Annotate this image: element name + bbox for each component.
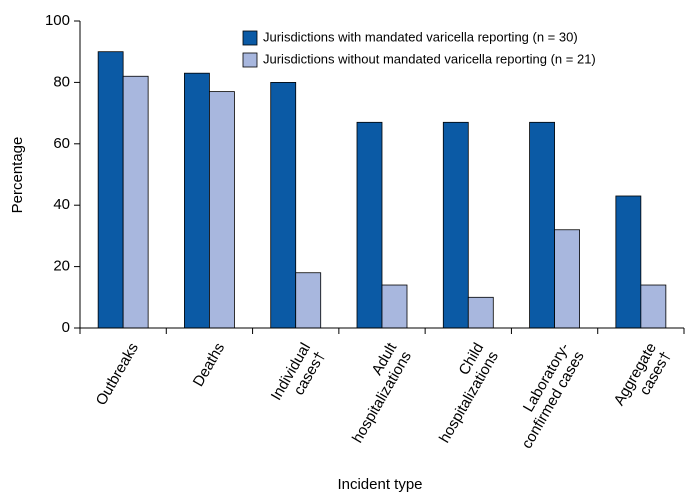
bar [209,91,235,329]
bar [122,75,149,329]
bar [554,229,580,329]
bar [467,296,494,329]
legend-swatch [242,52,258,68]
y-tick-label: 80 [53,73,70,90]
bar [356,121,383,329]
bar [640,284,667,329]
y-tick-label: 100 [45,12,70,29]
legend-label: Jurisdictions with mandated varicella re… [263,29,578,44]
bar [97,51,124,329]
y-tick-label: 60 [53,135,70,152]
x-axis-label: Incident type [337,476,422,493]
bar [442,121,469,329]
bar [615,195,642,329]
bar [270,82,297,329]
legend-label: Jurisdictions without mandated varicella… [263,51,596,66]
y-tick-label: 0 [62,319,70,336]
bar [381,284,408,329]
legend-swatch [242,30,258,46]
bar [529,121,555,329]
y-tick-label: 20 [53,258,70,275]
y-axis-label: Percentage [9,137,26,214]
bar [184,72,210,329]
bar [295,272,322,329]
y-tick-label: 40 [53,196,70,213]
